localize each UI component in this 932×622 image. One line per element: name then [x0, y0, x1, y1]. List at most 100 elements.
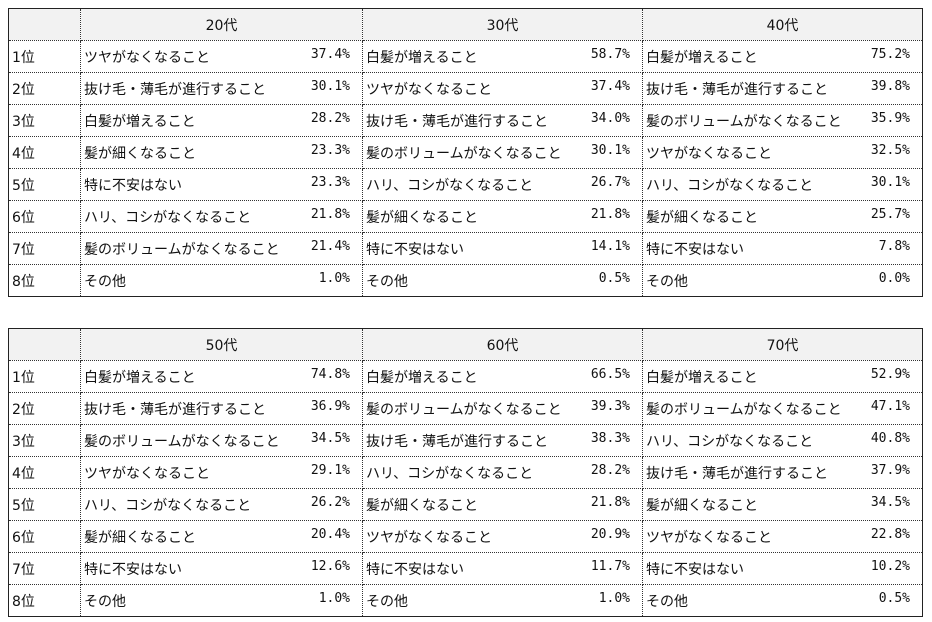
rank-cell: 抜け毛・薄毛が進行すること 38.3%: [362, 424, 643, 457]
rank-label: 3位: [8, 104, 81, 137]
rank-cell: 髪のボリュームがなくなること 21.4%: [80, 232, 363, 265]
rank-label: 8位: [8, 584, 81, 617]
percentage: 26.7%: [590, 174, 630, 190]
rank-label: 6位: [8, 200, 81, 233]
concern-item: ハリ、コシがなくなること: [646, 433, 814, 450]
age-group-header: 70代: [642, 328, 923, 361]
table-row: 4位 ツヤがなくなること 29.1% ハリ、コシがなくなること 28.2% 抜け毛・薄毛が…: [8, 456, 923, 489]
percentage: 23.3%: [310, 142, 350, 158]
rank-cell: 特に不安はない 23.3%: [80, 168, 363, 201]
rank-cell: ツヤがなくなること 29.1%: [80, 456, 363, 489]
rank-cell: ハリ、コシがなくなること 26.7%: [362, 168, 643, 201]
age-group-header: 20代: [80, 8, 363, 41]
percentage: 22.8%: [870, 526, 910, 542]
rank-cell: 特に不安はない 14.1%: [362, 232, 643, 265]
percentage: 47.1%: [870, 398, 910, 414]
rank-cell: 髪のボリュームがなくなること 30.1%: [362, 136, 643, 169]
rank-label: 1位: [8, 40, 81, 73]
percentage: 40.8%: [870, 430, 910, 446]
table-row: 1位 白髪が増えること 74.8% 白髪が増えること 66.5% 白髪が増えること 52.9…: [8, 360, 923, 393]
concern-item: その他: [366, 593, 408, 610]
concern-item: 抜け毛・薄毛が進行すること: [84, 401, 266, 418]
rank-cell: ハリ、コシがなくなること 21.8%: [80, 200, 363, 233]
rank-cell: ハリ、コシがなくなること 30.1%: [642, 168, 923, 201]
rank-cell: 特に不安はない 12.6%: [80, 552, 363, 585]
table-row: 1位 ツヤがなくなること 37.4% 白髪が増えること 58.7% 白髪が増えること 75.…: [8, 40, 923, 73]
concern-item: 白髪が増えること: [646, 369, 758, 386]
percentage: 39.3%: [590, 398, 630, 414]
concern-item: 特に不安はない: [84, 561, 182, 578]
rank-cell: 抜け毛・薄毛が進行すること 30.1%: [80, 72, 363, 105]
concern-item: 白髪が増えること: [366, 369, 478, 386]
rank-cell: 髪が細くなること 25.7%: [642, 200, 923, 233]
concern-item: 髪のボリュームがなくなること: [84, 241, 280, 258]
rank-cell: その他 0.5%: [642, 584, 923, 617]
corner-cell: [8, 8, 81, 41]
concern-item: 特に不安はない: [646, 241, 744, 258]
percentage: 26.2%: [310, 494, 350, 510]
rank-cell: 抜け毛・薄毛が進行すること 34.0%: [362, 104, 643, 137]
percentage: 34.5%: [870, 494, 910, 510]
age-group-header: 40代: [642, 8, 923, 41]
rank-cell: 髪が細くなること 21.8%: [362, 200, 643, 233]
rank-cell: 髪のボリュームがなくなること 35.9%: [642, 104, 923, 137]
concern-item: 髪が細くなること: [646, 497, 758, 514]
concern-item: ハリ、コシがなくなること: [366, 465, 534, 482]
concern-item: 髪が細くなること: [84, 529, 196, 546]
percentage: 10.2%: [870, 558, 910, 574]
rank-cell: その他 0.5%: [362, 264, 643, 297]
table-row: 7位 特に不安はない 12.6% 特に不安はない 11.7% 特に不安はない 10.2%: [8, 552, 923, 585]
percentage: 11.7%: [590, 558, 630, 574]
rank-label: 4位: [8, 136, 81, 169]
concern-item: 白髪が増えること: [646, 49, 758, 66]
table-row: 5位 ハリ、コシがなくなること 26.2% 髪が細くなること 21.8% 髪が細くなること…: [8, 488, 923, 521]
percentage: 1.0%: [318, 270, 350, 286]
concern-item: 白髪が増えること: [84, 369, 196, 386]
age-group-header: 30代: [362, 8, 643, 41]
rank-cell: 白髪が増えること 75.2%: [642, 40, 923, 73]
percentage: 32.5%: [870, 142, 910, 158]
rank-label: 6位: [8, 520, 81, 553]
concern-item: 髪が細くなること: [366, 209, 478, 226]
rank-cell: ツヤがなくなること 20.9%: [362, 520, 643, 553]
concern-item: 白髪が増えること: [84, 113, 196, 130]
percentage: 0.0%: [878, 270, 910, 286]
rank-cell: 髪のボリュームがなくなること 34.5%: [80, 424, 363, 457]
corner-cell: [8, 328, 81, 361]
concern-item: 髪のボリュームがなくなること: [84, 433, 280, 450]
concern-item: 白髪が増えること: [366, 49, 478, 66]
rank-cell: 白髪が増えること 66.5%: [362, 360, 643, 393]
rank-cell: ツヤがなくなること 22.8%: [642, 520, 923, 553]
concern-item: 抜け毛・薄毛が進行すること: [366, 113, 548, 130]
rank-label: 3位: [8, 424, 81, 457]
percentage: 30.1%: [590, 142, 630, 158]
rank-cell: 特に不安はない 7.8%: [642, 232, 923, 265]
rank-label: 1位: [8, 360, 81, 393]
percentage: 1.0%: [598, 590, 630, 606]
rank-cell: ツヤがなくなること 37.4%: [80, 40, 363, 73]
rank-cell: ハリ、コシがなくなること 28.2%: [362, 456, 643, 489]
concern-item: 抜け毛・薄毛が進行すること: [646, 465, 828, 482]
concern-item: ツヤがなくなること: [84, 49, 210, 66]
table-row: 8位 その他 1.0% その他 1.0% その他 0.5%: [8, 584, 923, 617]
ranking-table-1: 20代 30代 40代 1位 ツヤがなくなること 37.4% 白髪が増えること 58.7% 白髪…: [8, 8, 923, 297]
rank-label: 2位: [8, 72, 81, 105]
rank-cell: 特に不安はない 11.7%: [362, 552, 643, 585]
rank-cell: ハリ、コシがなくなること 26.2%: [80, 488, 363, 521]
percentage: 34.0%: [590, 110, 630, 126]
concern-item: ツヤがなくなること: [366, 81, 492, 98]
percentage: 12.6%: [310, 558, 350, 574]
rank-cell: 白髪が増えること 28.2%: [80, 104, 363, 137]
percentage: 21.8%: [310, 206, 350, 222]
concern-item: その他: [84, 593, 126, 610]
rank-cell: 抜け毛・薄毛が進行すること 36.9%: [80, 392, 363, 425]
percentage: 34.5%: [310, 430, 350, 446]
percentage: 7.8%: [878, 238, 910, 254]
rank-cell: 髪が細くなること 20.4%: [80, 520, 363, 553]
concern-item: ハリ、コシがなくなること: [84, 209, 252, 226]
rank-cell: 抜け毛・薄毛が進行すること 37.9%: [642, 456, 923, 489]
percentage: 29.1%: [310, 462, 350, 478]
concern-item: 抜け毛・薄毛が進行すること: [366, 433, 548, 450]
table-row: 3位 髪のボリュームがなくなること 34.5% 抜け毛・薄毛が進行すること 38.3% ハ…: [8, 424, 923, 457]
rank-label: 8位: [8, 264, 81, 297]
